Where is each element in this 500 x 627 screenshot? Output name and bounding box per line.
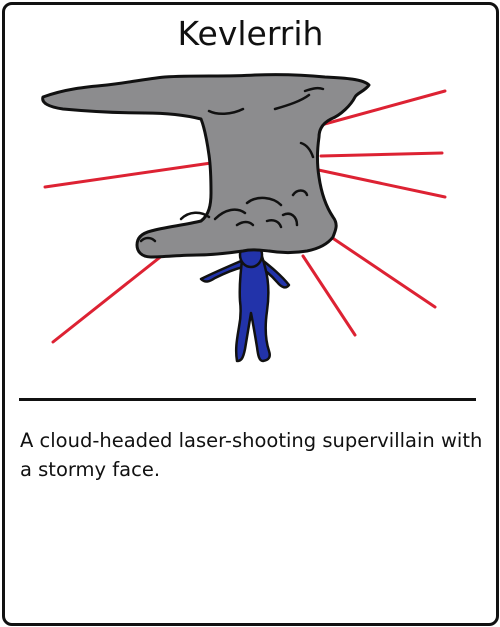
laser-beam	[43, 159, 227, 189]
cloud-head	[41, 73, 371, 259]
laser-beam	[307, 166, 447, 199]
laser-beam	[51, 241, 180, 344]
laser-beam	[319, 89, 447, 127]
card-title: Kevlerrih	[177, 14, 324, 53]
laser-beams	[43, 89, 447, 344]
laser-beam	[329, 235, 437, 309]
villain-body	[199, 241, 291, 363]
card-description: A cloud-headed laser-shooting supervilla…	[20, 429, 483, 481]
villain-illustration	[41, 73, 447, 363]
laser-beam	[319, 151, 444, 158]
laser-beam	[301, 254, 357, 337]
divider	[19, 398, 476, 401]
